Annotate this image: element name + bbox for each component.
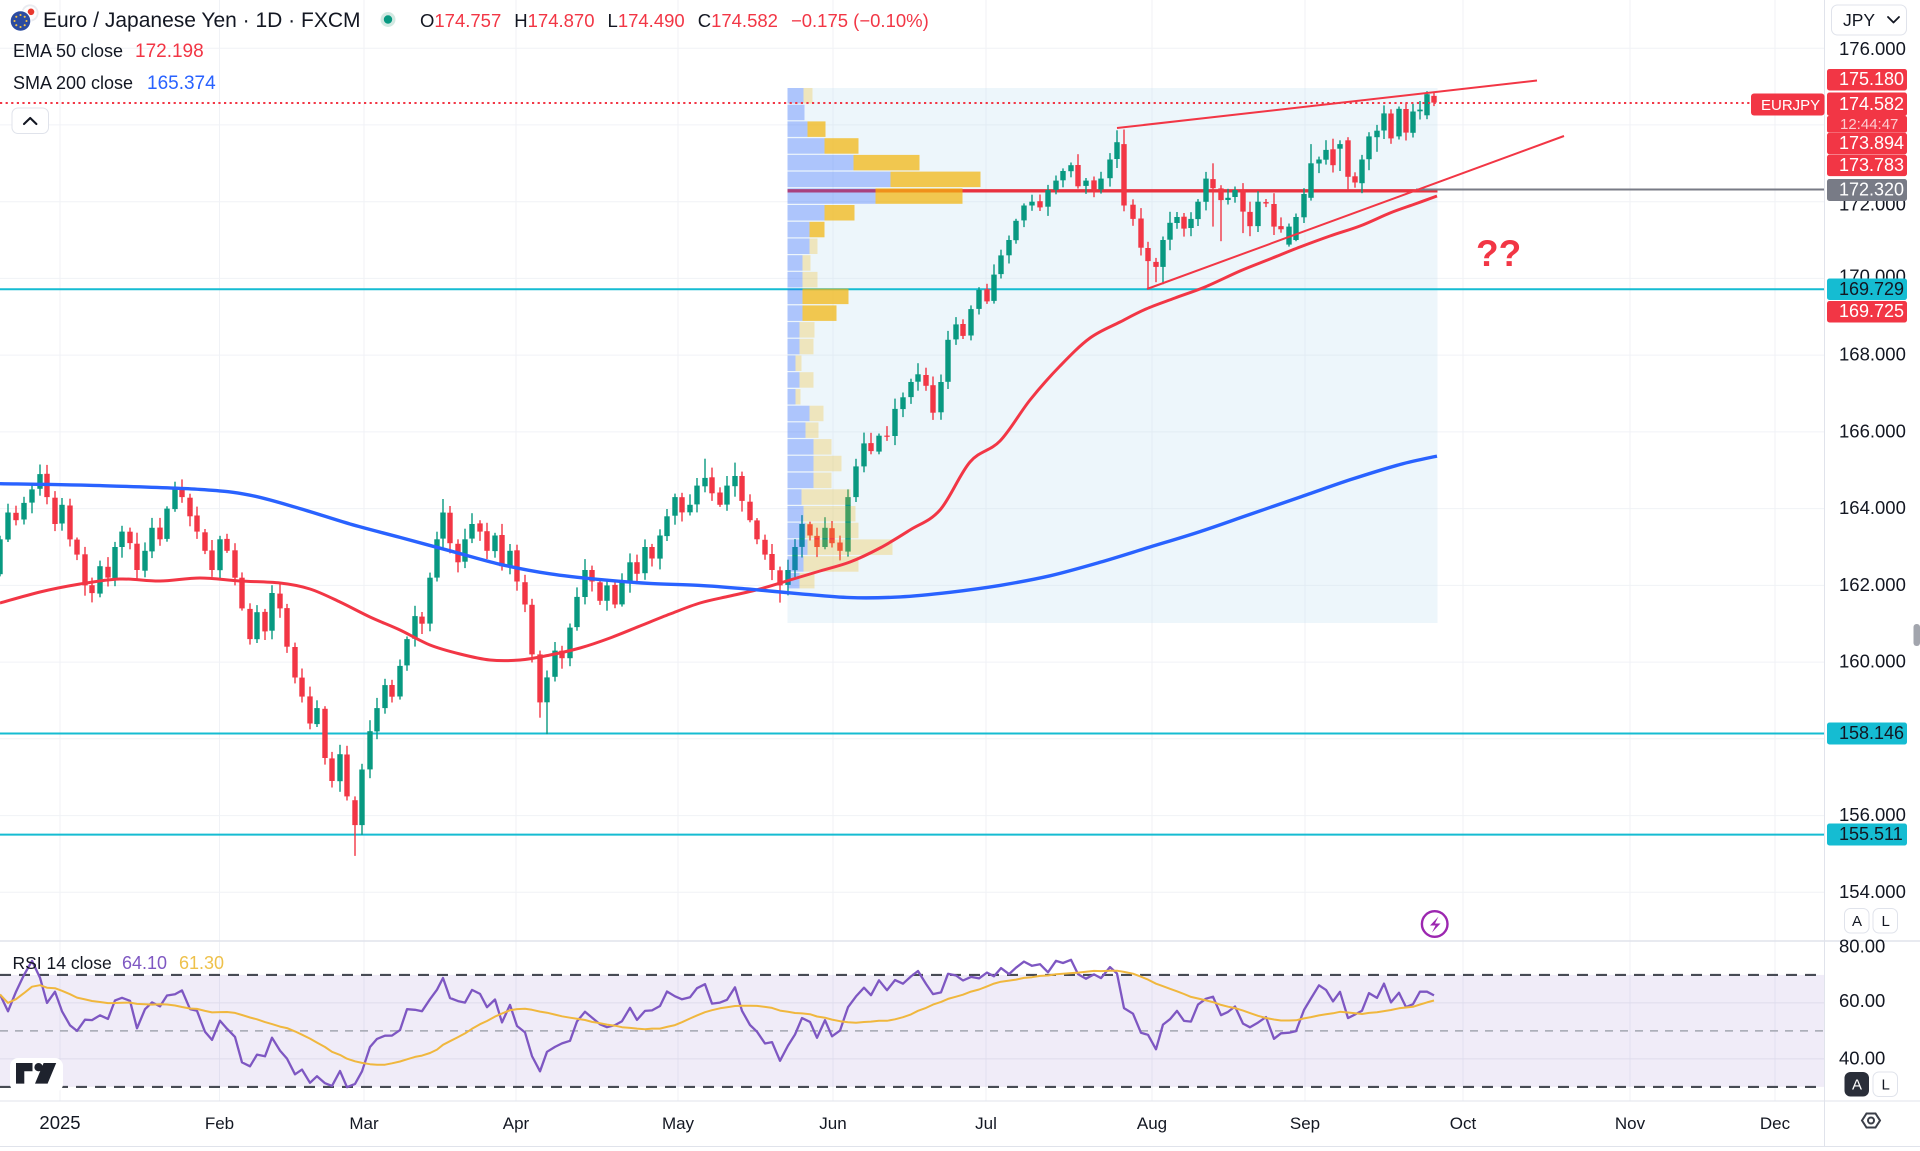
svg-text:12:44:47: 12:44:47 [1840,116,1898,133]
svg-text:165.374: 165.374 [147,73,216,94]
svg-text:61.30: 61.30 [179,953,224,973]
svg-text:156.000: 156.000 [1839,804,1906,825]
svg-text:164.000: 164.000 [1839,497,1906,518]
svg-text:Jul: Jul [975,1114,997,1133]
svg-text:A: A [1852,1077,1862,1094]
svg-text:173.783: 173.783 [1839,155,1904,175]
svg-text:Sep: Sep [1290,1114,1320,1133]
svg-text:Aug: Aug [1137,1114,1167,1133]
svg-text:80.00: 80.00 [1839,935,1885,956]
svg-text:175.180: 175.180 [1839,69,1904,89]
svg-text:176.000: 176.000 [1839,38,1906,59]
svg-text:2025: 2025 [39,1112,80,1133]
svg-text:154.000: 154.000 [1839,881,1906,902]
svg-text:160.000: 160.000 [1839,651,1906,672]
svg-text:172.320: 172.320 [1839,180,1904,200]
svg-text:SMA 200 close: SMA 200 close [13,73,133,93]
svg-text:64.10: 64.10 [122,953,167,973]
svg-text:40.00: 40.00 [1839,1047,1885,1068]
svg-text:L: L [1882,913,1890,930]
svg-text:173.894: 173.894 [1839,133,1904,153]
svg-text:Dec: Dec [1760,1114,1791,1133]
svg-text:EMA 50 close: EMA 50 close [13,41,123,61]
svg-text:L: L [1882,1077,1890,1094]
svg-text:168.000: 168.000 [1839,344,1906,365]
svg-text:169.725: 169.725 [1839,301,1904,321]
svg-text:Jun: Jun [819,1114,846,1133]
svg-text:174.582: 174.582 [1839,94,1904,114]
svg-text:60.00: 60.00 [1839,990,1885,1011]
svg-text:May: May [662,1114,695,1133]
svg-text:EURJPY: EURJPY [1761,97,1820,114]
svg-text:Euro / Japanese Yen · 1D · FXC: Euro / Japanese Yen · 1D · FXCM [43,9,361,32]
svg-text:Mar: Mar [349,1114,379,1133]
svg-text:A: A [1852,913,1862,930]
svg-text:Nov: Nov [1615,1114,1646,1133]
svg-text:Apr: Apr [503,1114,530,1133]
svg-text:Oct: Oct [1450,1114,1477,1133]
svg-text:155.511: 155.511 [1839,824,1903,844]
svg-text:Feb: Feb [205,1114,234,1133]
svg-text:RSI 14 close: RSI 14 close [13,953,112,973]
svg-text:172.198: 172.198 [135,41,204,62]
svg-text:169.729: 169.729 [1839,279,1904,299]
svg-text:162.000: 162.000 [1839,574,1906,595]
svg-text:??: ?? [1476,233,1521,274]
svg-text:166.000: 166.000 [1839,420,1906,441]
svg-text:JPY: JPY [1843,10,1875,30]
svg-text:158.146: 158.146 [1839,723,1904,743]
